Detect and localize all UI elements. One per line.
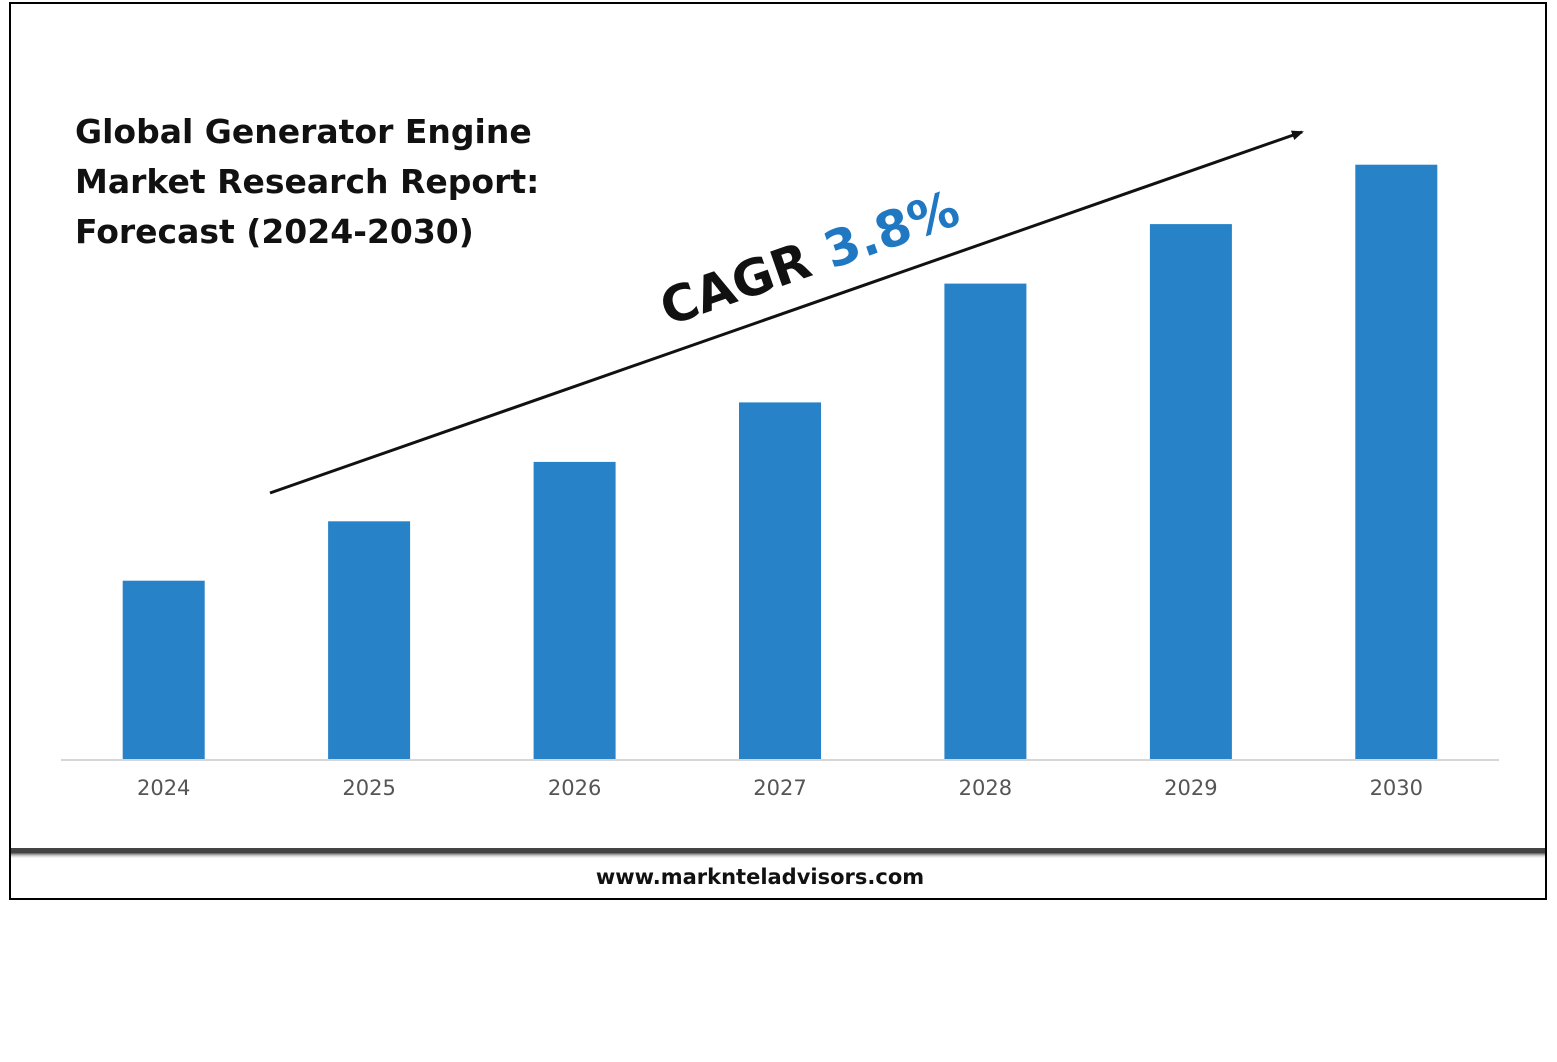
x-tick-label-2025: 2025 — [342, 776, 395, 800]
chart-title-line-2: Market Research Report: — [75, 162, 539, 201]
bar-2024 — [122, 580, 205, 759]
chart-title-line-3: Forecast (2024-2030) — [75, 212, 474, 251]
bar-2026 — [533, 461, 616, 759]
bar-2028 — [944, 283, 1027, 759]
x-tick-label-2028: 2028 — [959, 776, 1012, 800]
bar-2027 — [739, 402, 821, 759]
x-tick-labels: 2024 2025 2026 2027 2028 2029 2030 — [137, 776, 1423, 800]
x-tick-label-2024: 2024 — [137, 776, 190, 800]
x-tick-label-2029: 2029 — [1164, 776, 1217, 800]
bar-2030 — [1355, 164, 1438, 759]
footer-divider-shadow — [11, 853, 1545, 859]
x-tick-label-2030: 2030 — [1370, 776, 1423, 800]
chart-title-line-1: Global Generator Engine — [75, 112, 532, 151]
bar-2029 — [1149, 224, 1232, 760]
trend-arrow — [269, 130, 1304, 495]
x-tick-label-2027: 2027 — [753, 776, 806, 800]
cagr-annotation: CAGR 3.8% — [653, 179, 967, 337]
footer-divider — [11, 848, 1545, 853]
bars-layer — [122, 164, 1438, 760]
footer-website: www.marknteladvisors.com — [596, 865, 924, 889]
bar-2025 — [328, 521, 411, 759]
cagr-value: 3.8% — [816, 179, 966, 280]
x-tick-label-2026: 2026 — [548, 776, 601, 800]
cagr-label: CAGR — [653, 231, 818, 337]
